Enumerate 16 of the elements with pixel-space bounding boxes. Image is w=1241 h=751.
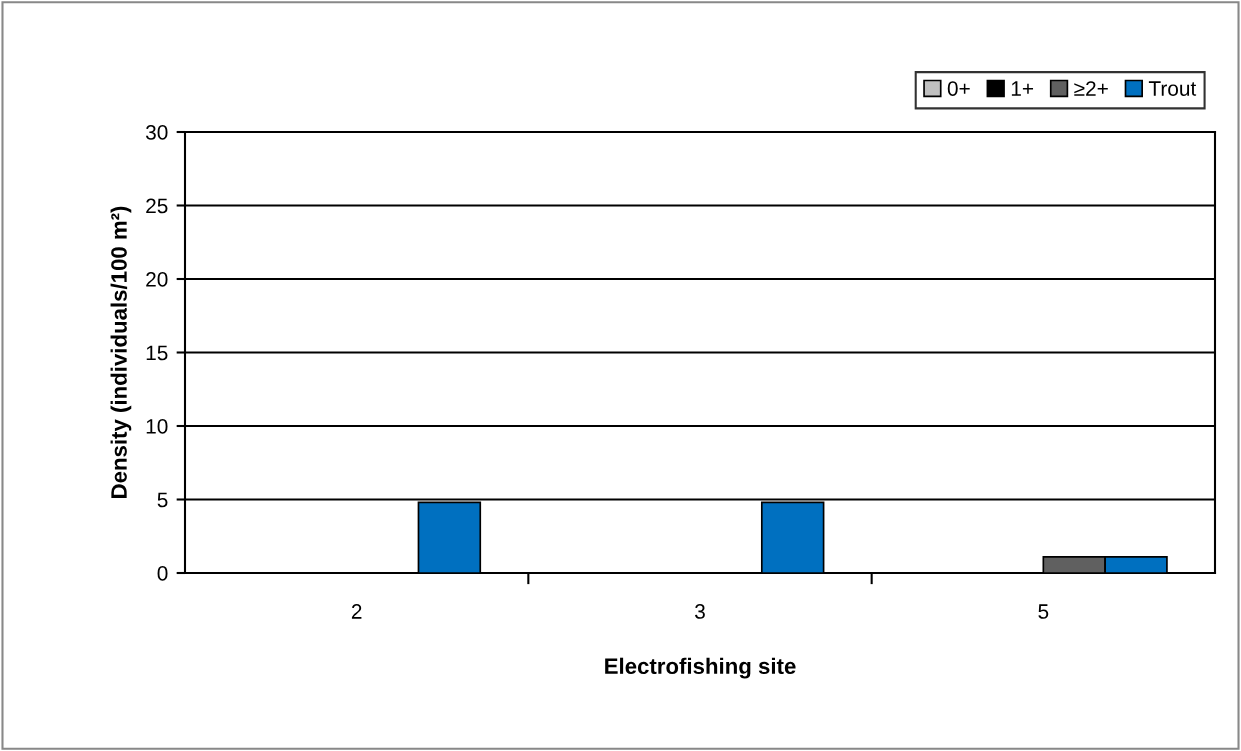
x-tick-label: 3 [695,604,705,619]
y-tick-label: 20 [146,272,168,287]
x-tick-label: 5 [1038,604,1049,619]
y-tick-label: 10 [146,419,168,434]
y-tick-label: 25 [146,198,168,214]
y-tick-label: 5 [157,492,168,508]
x-tick-label: 2 [351,604,362,619]
y-axis-title: Density (individuals/100 m²) [110,206,132,498]
y-tick-label: 30 [145,125,168,140]
x-axis-title: Electrofishing site [605,657,796,679]
y-tick-label: 0 [157,566,168,581]
y-tick-label: 15 [146,345,168,361]
legend-label: ≥2+ [1074,81,1108,96]
legend-label: 1+ [1011,81,1034,96]
legend-label: Trout [1148,81,1197,96]
legend-label: 0+ [947,81,970,96]
